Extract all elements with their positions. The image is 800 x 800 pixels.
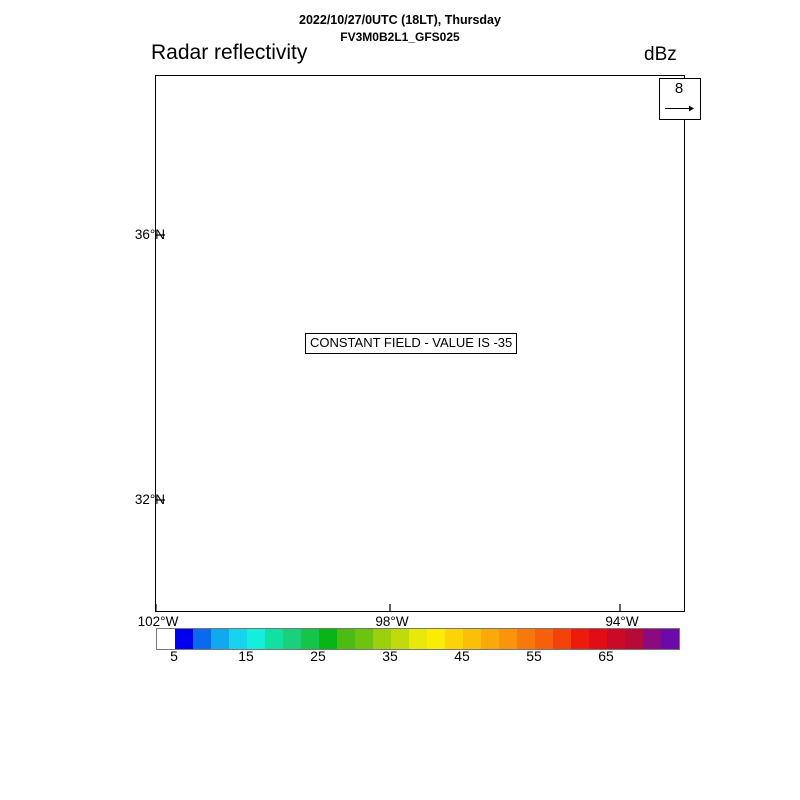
reference-vector-value: 8	[674, 80, 684, 97]
colorbar-cell-27	[643, 629, 661, 649]
colorbar-cell-16	[445, 629, 463, 649]
colorbar-tick-55: 55	[526, 648, 542, 664]
colorbar-cell-2	[193, 629, 211, 649]
colorbar-cell-19	[499, 629, 517, 649]
valid-time-title: 2022/10/27/0UTC (18LT), Thursday	[299, 13, 501, 27]
colorbar-cell-0	[157, 629, 175, 649]
colorbar-cell-6	[265, 629, 283, 649]
colorbar-cell-15	[427, 629, 445, 649]
colorbar-cell-12	[373, 629, 391, 649]
colorbar-cell-8	[301, 629, 319, 649]
colorbar-cell-25	[607, 629, 625, 649]
colorbar-cell-26	[625, 629, 643, 649]
lon-tick-98w: 98°W	[375, 614, 409, 629]
colorbar-cell-28	[661, 629, 679, 649]
colorbar-cell-1	[175, 629, 193, 649]
constant-field-annotation: CONSTANT FIELD - VALUE IS -35	[305, 333, 518, 354]
colorbar-tick-35: 35	[382, 648, 398, 664]
model-name-title: FV3M0B2L1_GFS025	[340, 30, 460, 44]
lon-tick-102w: 102°W	[137, 614, 179, 629]
lat-tick-32n: 32°N	[134, 492, 165, 507]
lon-tick-94w: 94°W	[605, 614, 639, 629]
colorbar-cell-7	[283, 629, 301, 649]
colorbar-tick-5: 5	[170, 648, 178, 664]
reference-vector-arrow	[665, 105, 694, 112]
colorbar-cell-20	[517, 629, 535, 649]
colorbar-cell-18	[481, 629, 499, 649]
colorbar-cell-17	[463, 629, 481, 649]
colorbar-tick-15: 15	[238, 648, 254, 664]
colorbar-cell-24	[589, 629, 607, 649]
colorbar-tick-45: 45	[454, 648, 470, 664]
colorbar-cell-23	[571, 629, 589, 649]
colorbar-cell-21	[535, 629, 553, 649]
lat-tick-36n: 36°N	[134, 227, 165, 242]
colorbar-cell-9	[319, 629, 337, 649]
axis-ticks	[155, 234, 621, 612]
colorbar-cell-5	[247, 629, 265, 649]
colorbar-cell-4	[229, 629, 247, 649]
colorbar-cell-10	[337, 629, 355, 649]
colorbar-tick-65: 65	[598, 648, 614, 664]
reference-vector-box	[659, 78, 701, 120]
colorbar-cell-22	[553, 629, 571, 649]
colorbar-cell-11	[355, 629, 373, 649]
page-title: Radar reflectivity	[151, 41, 308, 64]
units-label: dBz	[644, 44, 677, 65]
colorbar-cell-3	[211, 629, 229, 649]
colorbar-tick-25: 25	[310, 648, 326, 664]
colorbar-cell-13	[391, 629, 409, 649]
colorbar-cell-14	[409, 629, 427, 649]
colorbar[interactable]	[156, 628, 680, 650]
